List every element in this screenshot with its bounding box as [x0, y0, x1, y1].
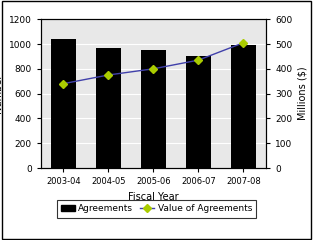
- X-axis label: Fiscal Year: Fiscal Year: [128, 192, 179, 202]
- Y-axis label: Millions ($): Millions ($): [298, 67, 308, 120]
- Bar: [186, 56, 211, 168]
- Bar: [51, 39, 76, 168]
- Bar: [96, 48, 121, 168]
- Bar: [141, 50, 166, 168]
- Bar: [231, 45, 256, 168]
- Legend: Agreements, Value of Agreements: Agreements, Value of Agreements: [57, 200, 256, 218]
- Y-axis label: Number: Number: [0, 74, 3, 113]
